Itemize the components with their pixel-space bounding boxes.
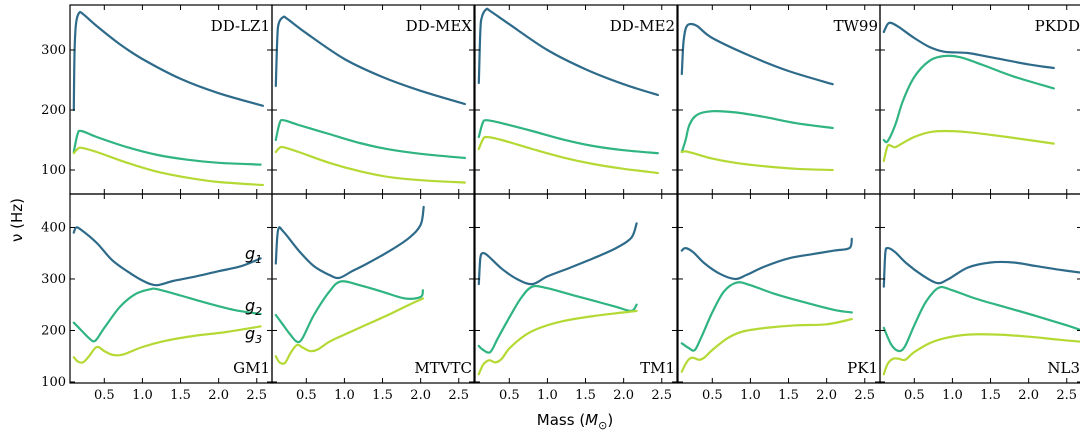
panel-frame <box>474 193 678 384</box>
series-g1-line <box>882 246 1080 288</box>
x-tick-label: 1.5 <box>170 388 191 403</box>
panel-frame <box>879 193 1080 384</box>
x-tick-label: 2.5 <box>448 388 469 403</box>
x-axis-title: Mass (M⊙) <box>537 411 613 432</box>
x-tick-label: 1.0 <box>942 388 963 403</box>
x-tick-label: 0.5 <box>499 388 520 403</box>
panel-label: NL3 <box>1047 359 1080 377</box>
x-tick-label: 2.5 <box>1056 388 1077 403</box>
series-g2-line <box>72 129 262 166</box>
y-axis-title: ν (Hz) <box>8 198 26 242</box>
series-g1-line <box>72 226 262 287</box>
panel-dd-lz1: 100 200 300 DD-LZ1 <box>41 4 273 195</box>
series-g3-line <box>680 318 853 373</box>
series-g3-line <box>882 129 1055 163</box>
panel-nl3: 0.5 1.0 1.5 2.0 2.5 NL3 <box>879 193 1080 403</box>
series-g2-line <box>882 54 1055 144</box>
x-tick-label: 1.0 <box>537 388 558 403</box>
x-tick-label: 2.0 <box>816 388 837 403</box>
series-g2-line <box>274 118 466 160</box>
x-tick-label: 2.5 <box>854 388 875 403</box>
x-tick-label: 2.0 <box>1018 388 1039 403</box>
x-tick-label: 1.5 <box>575 388 596 403</box>
panel-label: DD-ME2 <box>610 17 675 35</box>
y-tick-label: 400 <box>41 220 66 235</box>
series-g1-line <box>477 7 659 97</box>
x-tick-label: 1.0 <box>334 388 355 403</box>
panel-dd-me2: DD-ME2 <box>474 4 678 195</box>
panel-pk1: 0.5 1.0 1.5 2.0 2.5 PK1 <box>677 193 881 403</box>
series-g3-line <box>72 146 264 187</box>
annotation-g3: g3 <box>245 324 262 346</box>
panel-label: TM1 <box>640 359 675 377</box>
series-g1-line <box>882 21 1055 70</box>
series-g3-line <box>680 150 834 172</box>
series-g3-line <box>72 325 262 364</box>
series-g2-line <box>680 281 853 352</box>
series-g3-line <box>274 145 466 184</box>
series-g3-line <box>477 309 638 376</box>
x-tick-label: 2.0 <box>410 388 431 403</box>
series-g1-line <box>72 10 264 112</box>
series-g1-line <box>680 22 834 86</box>
series-g1-line <box>477 222 638 286</box>
panel-tm1: 0.5 1.0 1.5 2.0 2.5 TM1 <box>474 193 678 403</box>
x-tick-label: 2.0 <box>208 388 229 403</box>
x-tick-label: 1.0 <box>740 388 761 403</box>
mode-annotations: g1 g2 g3 <box>245 244 262 346</box>
series-g1-line <box>274 15 466 106</box>
panel-label: TW99 <box>833 17 878 35</box>
panel-label: DD-LZ1 <box>211 17 270 35</box>
x-tick-label: 0.5 <box>296 388 317 403</box>
annotation-g2: g2 <box>245 296 262 318</box>
x-tick-label: 1.5 <box>778 388 799 403</box>
series-g3-line <box>477 135 659 175</box>
panel-frame <box>69 193 273 384</box>
y-tick-label: 200 <box>41 103 66 118</box>
panel-dd-mex: DD-MEX <box>271 4 475 195</box>
panel-mtvtc: 0.5 1.0 1.5 2.0 2.5 MTVTC <box>271 193 475 403</box>
panel-gm1: 100 200 300 400 0.5 1.0 1.5 2.0 2.5 GM1 <box>41 193 273 403</box>
y-tick-label: 100 <box>41 375 66 390</box>
series-g2-line <box>882 285 1080 353</box>
series-g2-line <box>72 287 262 343</box>
x-tick-label: 0.5 <box>94 388 115 403</box>
x-tick-label: 1.5 <box>372 388 393 403</box>
panel-label: MTVTC <box>414 359 472 377</box>
x-tick-label: 2.5 <box>651 388 672 403</box>
chart-panels: 100 200 300 DD-LZ1 DD-MEX DD-ME2 TW99 PKDD 100 20… <box>41 4 1080 403</box>
series-g1-line <box>680 237 853 281</box>
panel-tw99: TW99 <box>677 4 881 195</box>
panel-label: GM1 <box>233 359 270 377</box>
y-tick-label: 300 <box>41 272 66 287</box>
x-tick-label: 2.0 <box>613 388 634 403</box>
series-g1-line <box>274 205 425 280</box>
y-tick-label: 300 <box>41 43 66 58</box>
x-tick-label: 1.5 <box>980 388 1001 403</box>
panel-label: DD-MEX <box>406 17 473 35</box>
panel-label: PK1 <box>847 359 878 377</box>
panel-label: PKDD <box>1035 17 1080 35</box>
x-tick-label: 2.5 <box>246 388 267 403</box>
x-tick-label: 1.0 <box>132 388 153 403</box>
series-g2-line <box>477 119 659 155</box>
x-tick-label: 0.5 <box>904 388 925 403</box>
panel-pkdd: PKDD <box>879 4 1080 195</box>
annotation-g1: g1 <box>245 244 262 266</box>
series-g2-line <box>274 280 424 344</box>
panel-frame <box>271 193 475 384</box>
series-g3-line <box>882 333 1080 376</box>
x-tick-label: 0.5 <box>702 388 723 403</box>
series-g2-line <box>477 284 638 354</box>
y-tick-label: 200 <box>41 323 66 338</box>
series-g2-line <box>680 109 834 154</box>
series-g3-line <box>274 297 424 365</box>
y-tick-label: 100 <box>41 163 66 178</box>
